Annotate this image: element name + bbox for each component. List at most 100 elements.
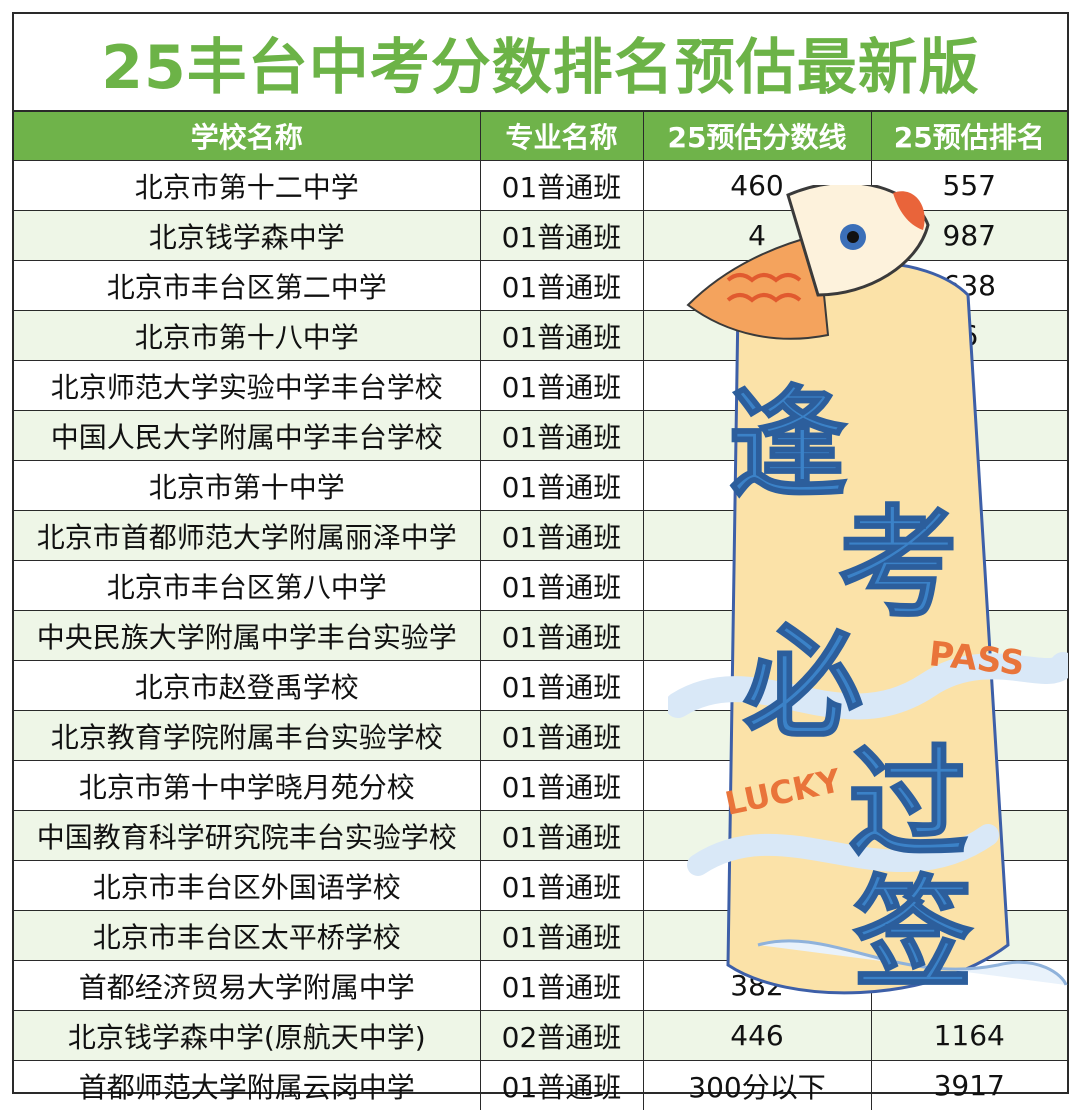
cell-score: 4 (643, 211, 871, 261)
cell-score: 300分以下 (643, 1061, 871, 1110)
cell-major: 01普通班 (480, 561, 643, 611)
cell-major: 01普通班 (480, 1061, 643, 1110)
cell-score: 446 (643, 1011, 871, 1061)
cell-rank (871, 811, 1067, 861)
page-title: 25丰台中考分数排名预估最新版 (14, 14, 1067, 112)
cell-school: 北京市赵登禹学校 (14, 661, 480, 711)
cell-major: 01普通班 (480, 311, 643, 361)
cell-major: 01普通班 (480, 711, 643, 761)
column-header-school: 学校名称 (14, 112, 480, 161)
cell-major: 01普通班 (480, 761, 643, 811)
cell-score: 460 (643, 161, 871, 211)
score-table-sheet: 25丰台中考分数排名预估最新版 学校名称 专业名称 25预估分数线 25预估排名… (12, 12, 1069, 1094)
cell-score: 4 (643, 611, 871, 661)
cell-score: 382 (643, 961, 871, 1011)
column-header-score: 25预估分数线 (643, 112, 871, 161)
cell-score (643, 411, 871, 461)
cell-rank (871, 411, 1067, 461)
cell-score: 4 (643, 261, 871, 311)
cell-score (643, 561, 871, 611)
cell-school: 北京市第十中学晓月苑分校 (14, 761, 480, 811)
cell-school: 首都经济贸易大学附属中学 (14, 961, 480, 1011)
cell-rank (871, 561, 1067, 611)
cell-rank (871, 711, 1067, 761)
cell-score: 4 (643, 711, 871, 761)
cell-school: 北京市首都师范大学附属丽泽中学 (14, 511, 480, 561)
cell-rank (871, 861, 1067, 911)
cell-major: 01普通班 (480, 861, 643, 911)
cell-rank: 1164 (871, 1011, 1067, 1061)
cell-score: 39 (643, 861, 871, 911)
cell-school: 中国教育科学研究院丰台实验学校 (14, 811, 480, 861)
cell-school: 北京市第十八中学 (14, 311, 480, 361)
cell-rank (871, 461, 1067, 511)
cell-major: 01普通班 (480, 811, 643, 861)
cell-rank (871, 961, 1067, 1011)
cell-major: 01普通班 (480, 961, 643, 1011)
cell-school: 北京市第十二中学 (14, 161, 480, 211)
cell-school: 北京教育学院附属丰台实验学校 (14, 711, 480, 761)
cell-rank (871, 911, 1067, 961)
cell-rank: 3917 (871, 1061, 1067, 1110)
cell-major: 01普通班 (480, 511, 643, 561)
table-header-row: 学校名称 专业名称 25预估分数线 25预估排名 (14, 112, 1067, 161)
cell-major: 01普通班 (480, 911, 643, 961)
cell-score: 38 (643, 911, 871, 961)
cell-school: 首都师范大学附属云岗中学 (14, 1061, 480, 1110)
cell-major: 01普通班 (480, 461, 643, 511)
cell-major: 01普通班 (480, 661, 643, 711)
cell-rank (871, 661, 1067, 711)
cell-school: 北京市第十中学 (14, 461, 480, 511)
column-header-major: 专业名称 (480, 112, 643, 161)
cell-rank: 6 (871, 311, 1067, 361)
cell-major: 01普通班 (480, 611, 643, 661)
cell-school: 北京钱学森中学 (14, 211, 480, 261)
cell-rank (871, 761, 1067, 811)
column-header-rank: 25预估排名 (871, 112, 1067, 161)
cell-rank: 987 (871, 211, 1067, 261)
cell-score (643, 761, 871, 811)
cell-score (643, 811, 871, 861)
cell-score (643, 511, 871, 561)
cell-major: 02普通班 (480, 1011, 643, 1061)
cell-rank (871, 361, 1067, 411)
cell-school: 中国人民大学附属中学丰台学校 (14, 411, 480, 461)
cell-major: 01普通班 (480, 261, 643, 311)
cell-score: 4 (643, 661, 871, 711)
cell-major: 01普通班 (480, 161, 643, 211)
cell-score (643, 361, 871, 411)
cell-school: 北京市丰台区外国语学校 (14, 861, 480, 911)
cell-score (643, 311, 871, 361)
cell-major: 01普通班 (480, 361, 643, 411)
cell-school: 北京市丰台区第八中学 (14, 561, 480, 611)
cell-school: 北京钱学森中学(原航天中学) (14, 1011, 480, 1061)
cell-rank: 638 (871, 261, 1067, 311)
cell-rank (871, 611, 1067, 661)
cell-school: 北京市丰台区太平桥学校 (14, 911, 480, 961)
cell-school: 中央民族大学附属中学丰台实验学 (14, 611, 480, 661)
cell-score (643, 461, 871, 511)
cell-rank (871, 511, 1067, 561)
cell-school: 北京市丰台区第二中学 (14, 261, 480, 311)
cell-school: 北京师范大学实验中学丰台学校 (14, 361, 480, 411)
